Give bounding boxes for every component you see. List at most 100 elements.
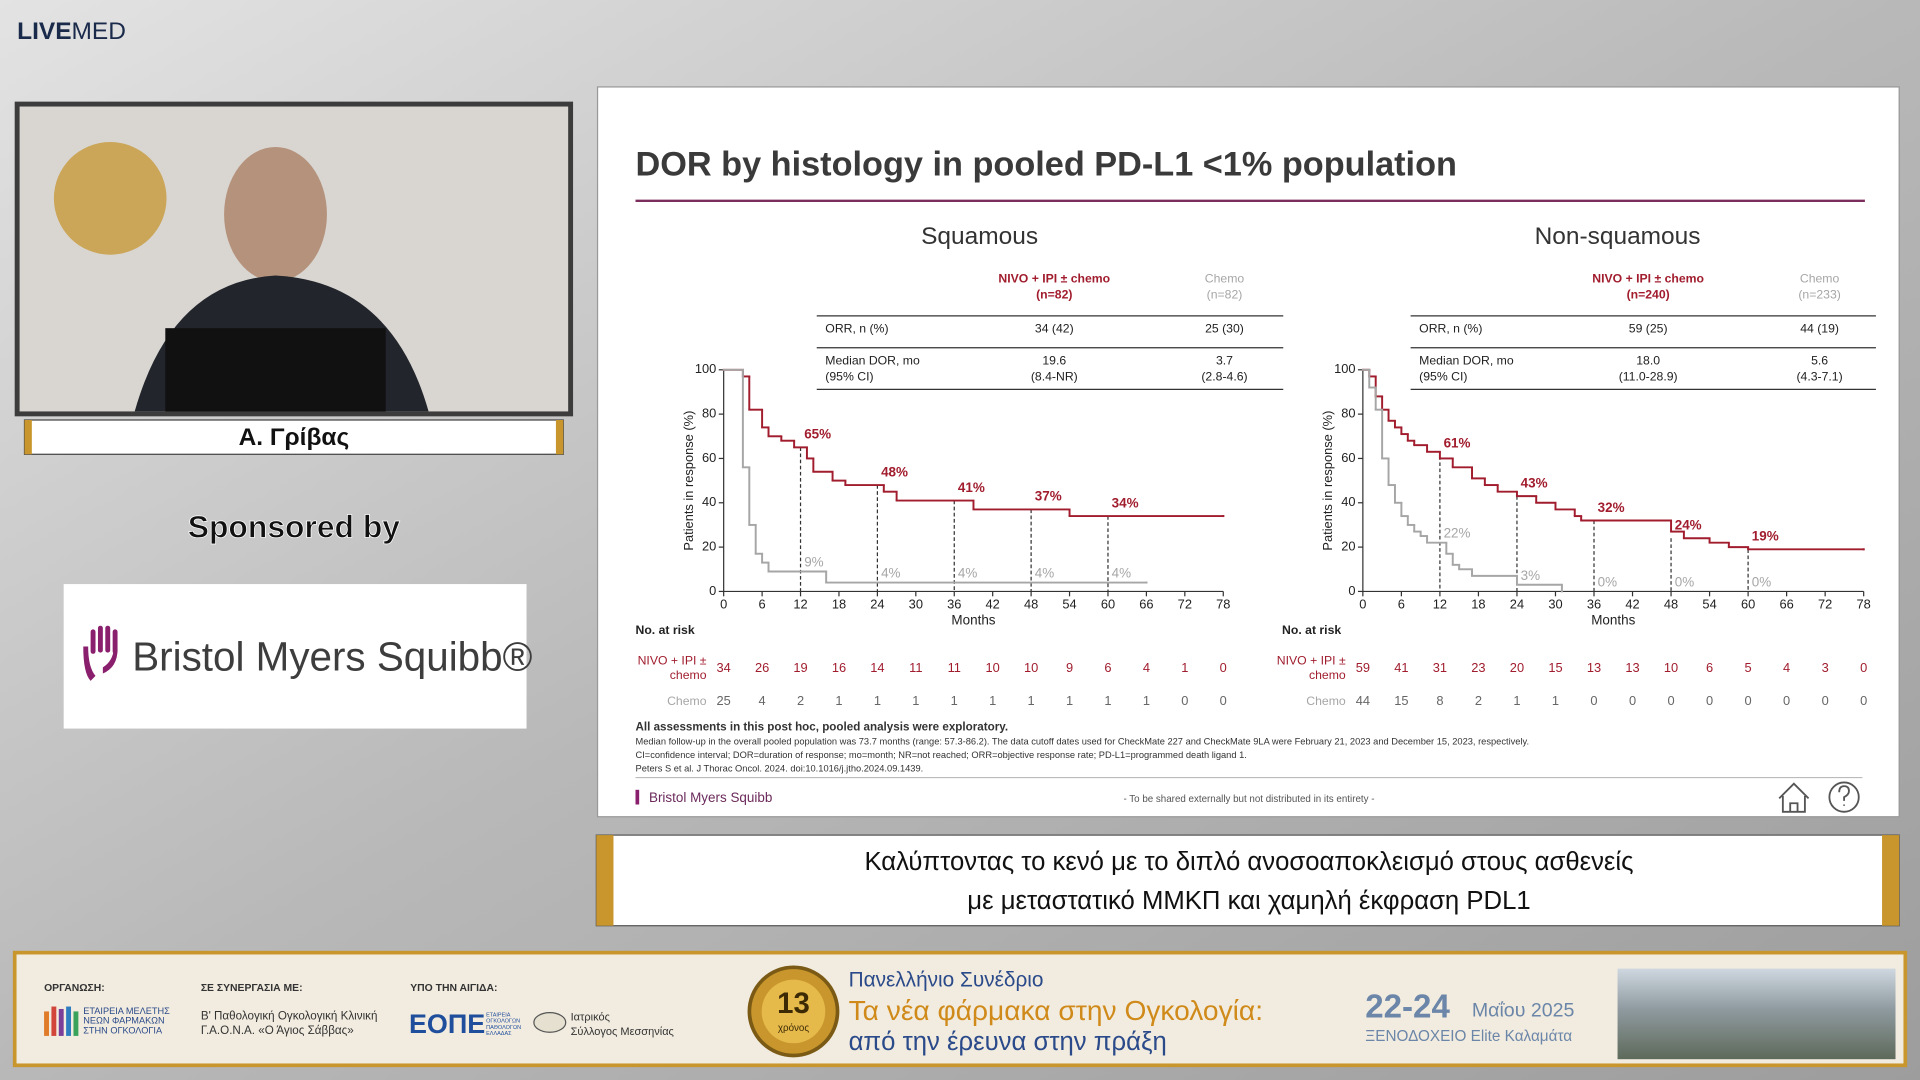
risk-row-label: chemo [1309, 668, 1346, 682]
risk-value: 26 [755, 660, 769, 675]
x-tick-label: 48 [1664, 596, 1678, 611]
risk-value: 13 [1625, 660, 1639, 675]
slide [596, 86, 1900, 818]
risk-value: 1 [1513, 693, 1520, 708]
risk-value: 2 [1475, 693, 1482, 708]
risk-value: 9 [1066, 660, 1073, 675]
risk-value: 0 [1706, 693, 1713, 708]
risk-value: 19 [793, 660, 807, 675]
organizer-line: ΕΤΑΙΡΕΙΑ ΜΕΛΕΤΗΣ [83, 1006, 170, 1016]
landmark-label: 61% [1444, 436, 1471, 451]
risk-value: 14 [870, 660, 884, 675]
caption-cap [1882, 835, 1900, 926]
risk-value: 10 [1664, 660, 1678, 675]
risk-value: 1 [912, 693, 919, 708]
risk-value: 0 [1590, 693, 1597, 708]
risk-value: 59 [1356, 660, 1370, 675]
risk-value: 4 [759, 693, 766, 708]
logo-light: MED [72, 19, 126, 46]
risk-value: 20 [1510, 660, 1524, 675]
help-icon-glyph [1838, 785, 1850, 806]
x-tick-label: 12 [1433, 596, 1447, 611]
risk-value: 44 [1356, 693, 1370, 708]
sponsor-logo-text: Bristol Myers Squibb® [132, 634, 532, 680]
risk-value: 0 [1783, 693, 1790, 708]
risk-value: 1 [1066, 693, 1073, 708]
banner: ΟΡΓΑΝΩΣΗ: ΕΤΑΙΡΕΙΑ ΜΕΛΕΤΗΣ ΝΕΩΝ ΦΑΡΜΑΚΩΝ… [12, 950, 1908, 1068]
y-tick-label: 0 [709, 583, 716, 598]
name-bar-cap [24, 420, 32, 455]
home-icon[interactable] [1778, 782, 1810, 813]
table-cell: 34 (42) [1035, 322, 1074, 336]
table-cell: (4.3-7.1) [1796, 369, 1842, 383]
x-tick-label: 30 [1548, 596, 1562, 611]
x-tick-label: 60 [1101, 596, 1115, 611]
landmark-label: 32% [1598, 500, 1625, 515]
landmark-label: 24% [1675, 518, 1702, 533]
y-tick-label: 100 [695, 361, 716, 376]
y-tick-label: 20 [1341, 538, 1355, 553]
x-tick-label: 42 [1625, 596, 1639, 611]
partner-line: Β' Παθολογική Ογκολογική Κλινική [201, 1009, 378, 1022]
x-tick-label: 72 [1178, 596, 1192, 611]
organizer-logo [44, 1006, 79, 1036]
y-tick-label: 20 [702, 538, 716, 553]
landmark-label: 65% [804, 427, 831, 442]
table-cell: (8.4-NR) [1031, 369, 1078, 383]
landmark-label: 0% [1675, 574, 1694, 589]
risk-value: 10 [986, 660, 1000, 675]
help-icon[interactable] [1828, 781, 1860, 813]
footer-logo: Bristol Myers Squibb [649, 790, 772, 805]
y-axis-label: Patients in response (%) [1320, 411, 1335, 551]
landmark-label: 4% [881, 566, 900, 581]
column-header: Chemo [1800, 271, 1840, 285]
risk-value: 23 [1471, 660, 1485, 675]
risk-row-label: NIVO + IPI ± [1277, 653, 1346, 667]
eope-sub: ΕΛΛΑΔΑΣ [486, 1031, 512, 1037]
risk-value: 25 [717, 693, 731, 708]
row-label: Median DOR, mo [1419, 353, 1514, 367]
y-tick-label: 0 [1348, 583, 1355, 598]
risk-value: 3 [1822, 660, 1829, 675]
risk-row-label: chemo [670, 668, 707, 682]
risk-value: 15 [1394, 693, 1408, 708]
x-tick-label: 72 [1818, 596, 1832, 611]
risk-value: 0 [1220, 693, 1227, 708]
column-n: (n=233) [1798, 287, 1841, 301]
x-tick-label: 6 [759, 596, 766, 611]
table-cell: 18.0 [1636, 353, 1660, 367]
table-cell: 25 (30) [1205, 322, 1244, 336]
partner-line: Γ.Α.Ο.Ν.Α. «Ο Άγιος Σάββας» [201, 1024, 354, 1037]
row-label: (95% CI) [825, 369, 873, 383]
x-tick-label: 48 [1024, 596, 1038, 611]
banner-label: ΥΠΟ ΤΗΝ ΑΙΓΙΔΑ: [410, 983, 497, 994]
congress-subtitle: από την έρευνα στην πράξη [849, 1028, 1167, 1056]
risk-value: 0 [1822, 693, 1829, 708]
speaker-video [14, 101, 574, 417]
society-line: Ιατρικός [571, 1011, 610, 1023]
landmark-label: 4% [1035, 566, 1054, 581]
organizer-line: ΣΤΗΝ ΟΓΚΟΛΟΓΙΑ [83, 1025, 163, 1035]
landmark-label: 34% [1112, 495, 1139, 510]
banner-frame [12, 950, 1908, 1068]
x-tick-label: 36 [947, 596, 961, 611]
risk-value: 1 [989, 693, 996, 708]
column-header: NIVO + IPI ± chemo [1592, 271, 1704, 285]
name-bar-cap [555, 420, 564, 455]
x-tick-label: 42 [986, 596, 1000, 611]
banner-label: ΟΡΓΑΝΩΣΗ: [44, 983, 105, 994]
risk-row-label: Chemo [667, 694, 707, 708]
column-n: (n=240) [1627, 287, 1670, 301]
x-tick-label: 60 [1741, 596, 1755, 611]
y-tick-label: 40 [702, 494, 716, 509]
risk-value: 15 [1548, 660, 1562, 675]
slide-title: DOR by histology in pooled PD-L1 <1% pop… [636, 146, 1457, 184]
speaker-head [224, 146, 327, 282]
risk-value: 2 [797, 693, 804, 708]
congress-dates: 22-24 [1365, 989, 1450, 1026]
chart-title: Non-squamous [1535, 223, 1701, 250]
x-tick-label: 78 [1857, 596, 1871, 611]
risk-value: 4 [1783, 660, 1790, 675]
